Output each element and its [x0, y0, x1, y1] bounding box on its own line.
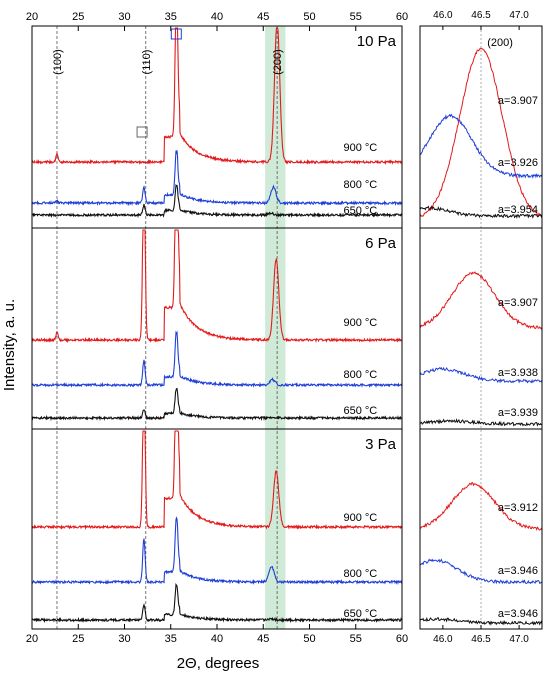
- main-x-tick-label-top: 25: [72, 11, 84, 23]
- xrd-curve: [31, 183, 403, 219]
- xrd-curve: [31, 582, 403, 624]
- lattice-constant-label: a=3.946: [498, 565, 538, 577]
- xrd-curve: [31, 387, 403, 422]
- lattice-constant-label: a=3.939: [498, 407, 538, 419]
- lattice-constant-label: a=3.946: [498, 608, 538, 620]
- zoom-curve: [419, 418, 543, 427]
- xrd-curve: [31, 150, 403, 207]
- main-x-tick-label-bottom: 55: [350, 633, 362, 645]
- series-name-label: 800 °C: [343, 179, 377, 191]
- main-x-tick-label-bottom: 50: [303, 633, 315, 645]
- curves-layer: [31, 27, 543, 626]
- panel-pressure-label: 10 Pa: [357, 33, 397, 50]
- series-name-label: 650 °C: [343, 405, 377, 417]
- main-x-tick-label-top: 45: [257, 11, 269, 23]
- zoom-curve: [419, 558, 543, 585]
- open-square-marker: [136, 126, 148, 138]
- zoom-x-tick-label-bottom: 46.0: [433, 634, 453, 645]
- zoom-x-tick-label-top: 46.5: [471, 10, 491, 21]
- zoom-curve: [419, 47, 543, 217]
- series-name-label: 800 °C: [343, 568, 377, 580]
- reference-line-label: (110): [141, 50, 153, 75]
- zoom-curve: [419, 616, 543, 626]
- zoom-x-tick-label-bottom: 46.5: [471, 634, 491, 645]
- lattice-constant-label: a=3.938: [498, 367, 538, 379]
- lattice-constant-label: a=3.907: [498, 297, 538, 309]
- main-x-tick-label-top: 30: [118, 11, 130, 23]
- main-x-tick-label-top: 55: [350, 11, 362, 23]
- panel-pressure-label: 3 Pa: [365, 436, 397, 453]
- main-x-tick-label-bottom: 45: [257, 633, 269, 645]
- main-panel-frame: [31, 428, 403, 630]
- main-x-tick-label-top: 20: [26, 11, 38, 23]
- main-x-tick-label-bottom: 60: [396, 633, 408, 645]
- lattice-constant-label: a=3.954: [498, 204, 538, 216]
- reference-line-label: (100): [52, 49, 64, 75]
- zoom-curve: [419, 271, 543, 330]
- main-x-tick-label-bottom: 30: [118, 633, 130, 645]
- main-x-tick-label-bottom: 25: [72, 633, 84, 645]
- zoom-curve: [419, 205, 543, 219]
- panel-pressure-label: 6 Pa: [365, 235, 397, 252]
- main-x-tick-label-top: 35: [165, 11, 177, 23]
- xrd-curve: [31, 430, 403, 531]
- main-x-tick-label-bottom: 35: [165, 633, 177, 645]
- lattice-constant-label: a=3.907: [498, 95, 538, 107]
- series-name-label: 900 °C: [343, 512, 377, 524]
- main-x-tick-label-bottom: 20: [26, 633, 38, 645]
- xrd-curve: [31, 229, 403, 344]
- zoom-peak-label: (200): [487, 37, 513, 49]
- zoom-curve: [419, 366, 543, 384]
- lattice-constant-label: a=3.926: [498, 157, 538, 169]
- reference-line-label: (200): [272, 49, 284, 75]
- series-name-label: 900 °C: [343, 317, 377, 329]
- main-x-tick-label-bottom: 40: [211, 633, 223, 645]
- main-x-tick-label-top: 40: [211, 11, 223, 23]
- y-axis-label: Intensity, a. u.: [1, 299, 18, 391]
- zoom-x-tick-label-top: 47.0: [509, 10, 529, 21]
- lattice-constant-label: a=3.912: [498, 502, 538, 514]
- zoom-curve: [419, 113, 543, 179]
- xrd-curve: [31, 27, 403, 165]
- series-name-label: 650 °C: [343, 205, 377, 217]
- frames-layer: [31, 25, 543, 630]
- open-square-marker: [170, 28, 182, 40]
- text-layer: (100) (110) (200) 10 Pa 900 °C a=3.907 800 °C a…: [26, 10, 538, 645]
- zoom-x-tick-label-top: 46.0: [433, 10, 453, 21]
- xrd-curve: [31, 330, 403, 388]
- x-axis-label: 2Θ, degrees: [177, 655, 260, 672]
- main-panel-frame: [31, 25, 403, 229]
- main-x-tick-label-top: 50: [303, 11, 315, 23]
- series-name-label: 650 °C: [343, 608, 377, 620]
- zoom-curve: [419, 482, 543, 531]
- series-name-label: 900 °C: [343, 142, 377, 154]
- xrd-curve: [31, 516, 403, 586]
- main-x-tick-label-top: 60: [396, 11, 408, 23]
- highlight-band: [265, 26, 286, 629]
- zoom-x-tick-label-bottom: 47.0: [509, 634, 529, 645]
- series-name-label: 800 °C: [343, 369, 377, 381]
- highlight-band-layer: [265, 26, 286, 629]
